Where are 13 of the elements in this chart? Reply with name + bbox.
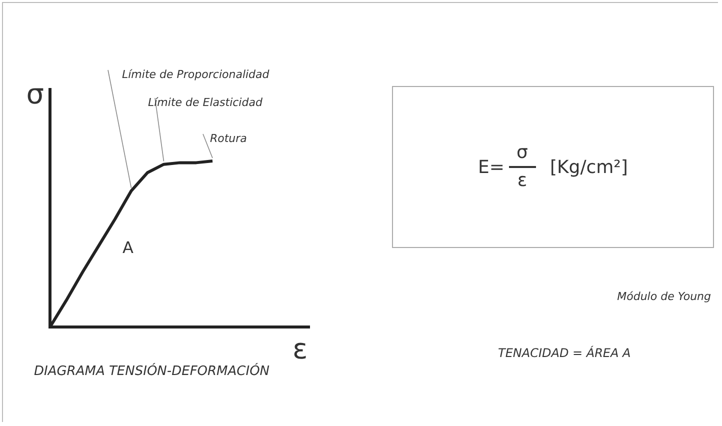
text: Límite de Proporcionalidad [122, 68, 270, 81]
text: Límite de Elasticidad [148, 96, 264, 109]
text: TENACIDAD = ÁREA A [498, 346, 631, 360]
text: [Kg/cm²] [550, 156, 628, 178]
text: E= [478, 156, 505, 178]
text: Rotura [210, 132, 248, 145]
text: ε [517, 169, 528, 193]
text: DIAGRAMA TENSIÓN-DEFORMACIÓN [34, 364, 270, 379]
x-axis-title: ε [292, 332, 308, 366]
annotation: A [122, 238, 134, 258]
y-axis-title: σ [26, 77, 44, 110]
text: σ [508, 140, 536, 168]
text: Módulo de Young [617, 290, 711, 303]
